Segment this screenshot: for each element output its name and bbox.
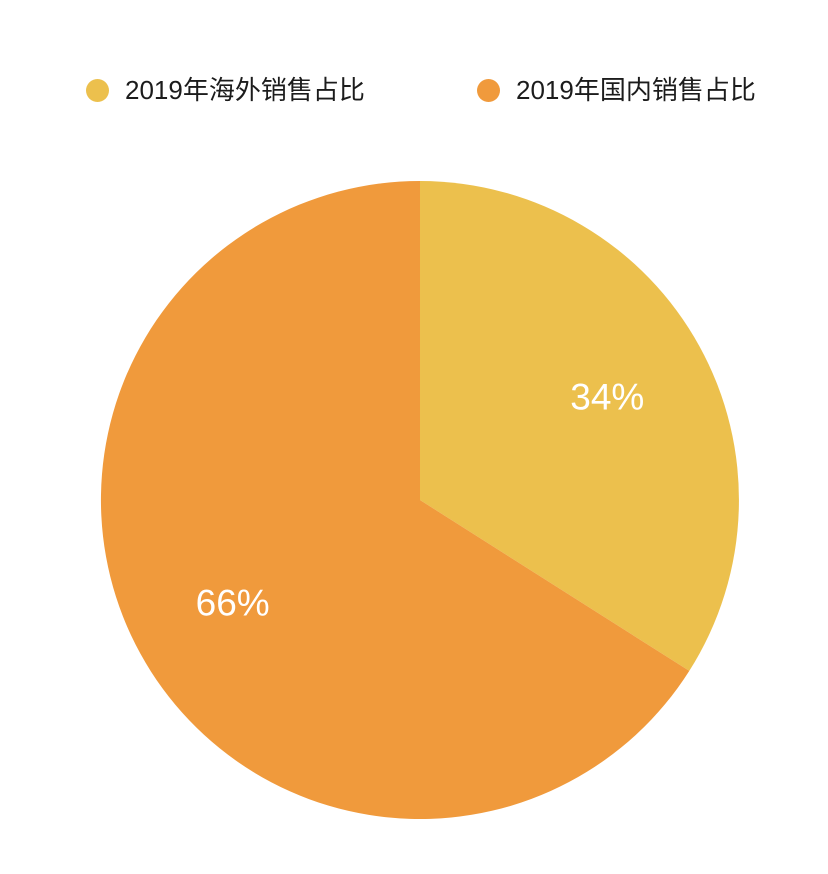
pie-slice-domestic[interactable]	[100, 180, 690, 819]
pie-slice-overseas[interactable]	[420, 181, 739, 671]
legend-label-overseas: 2019年海外销售占比	[125, 75, 365, 105]
legend-swatch-domestic-icon	[477, 79, 500, 102]
legend-label-domestic: 2019年国内销售占比	[516, 75, 756, 105]
pie-label-domestic: 66%	[196, 583, 270, 624]
pie-label-overseas: 34%	[570, 377, 644, 418]
legend-item-overseas[interactable]: 2019年海外销售占比	[86, 77, 365, 104]
legend-swatch-overseas-icon	[86, 79, 109, 102]
legend-item-domestic[interactable]: 2019年国内销售占比	[477, 77, 756, 104]
